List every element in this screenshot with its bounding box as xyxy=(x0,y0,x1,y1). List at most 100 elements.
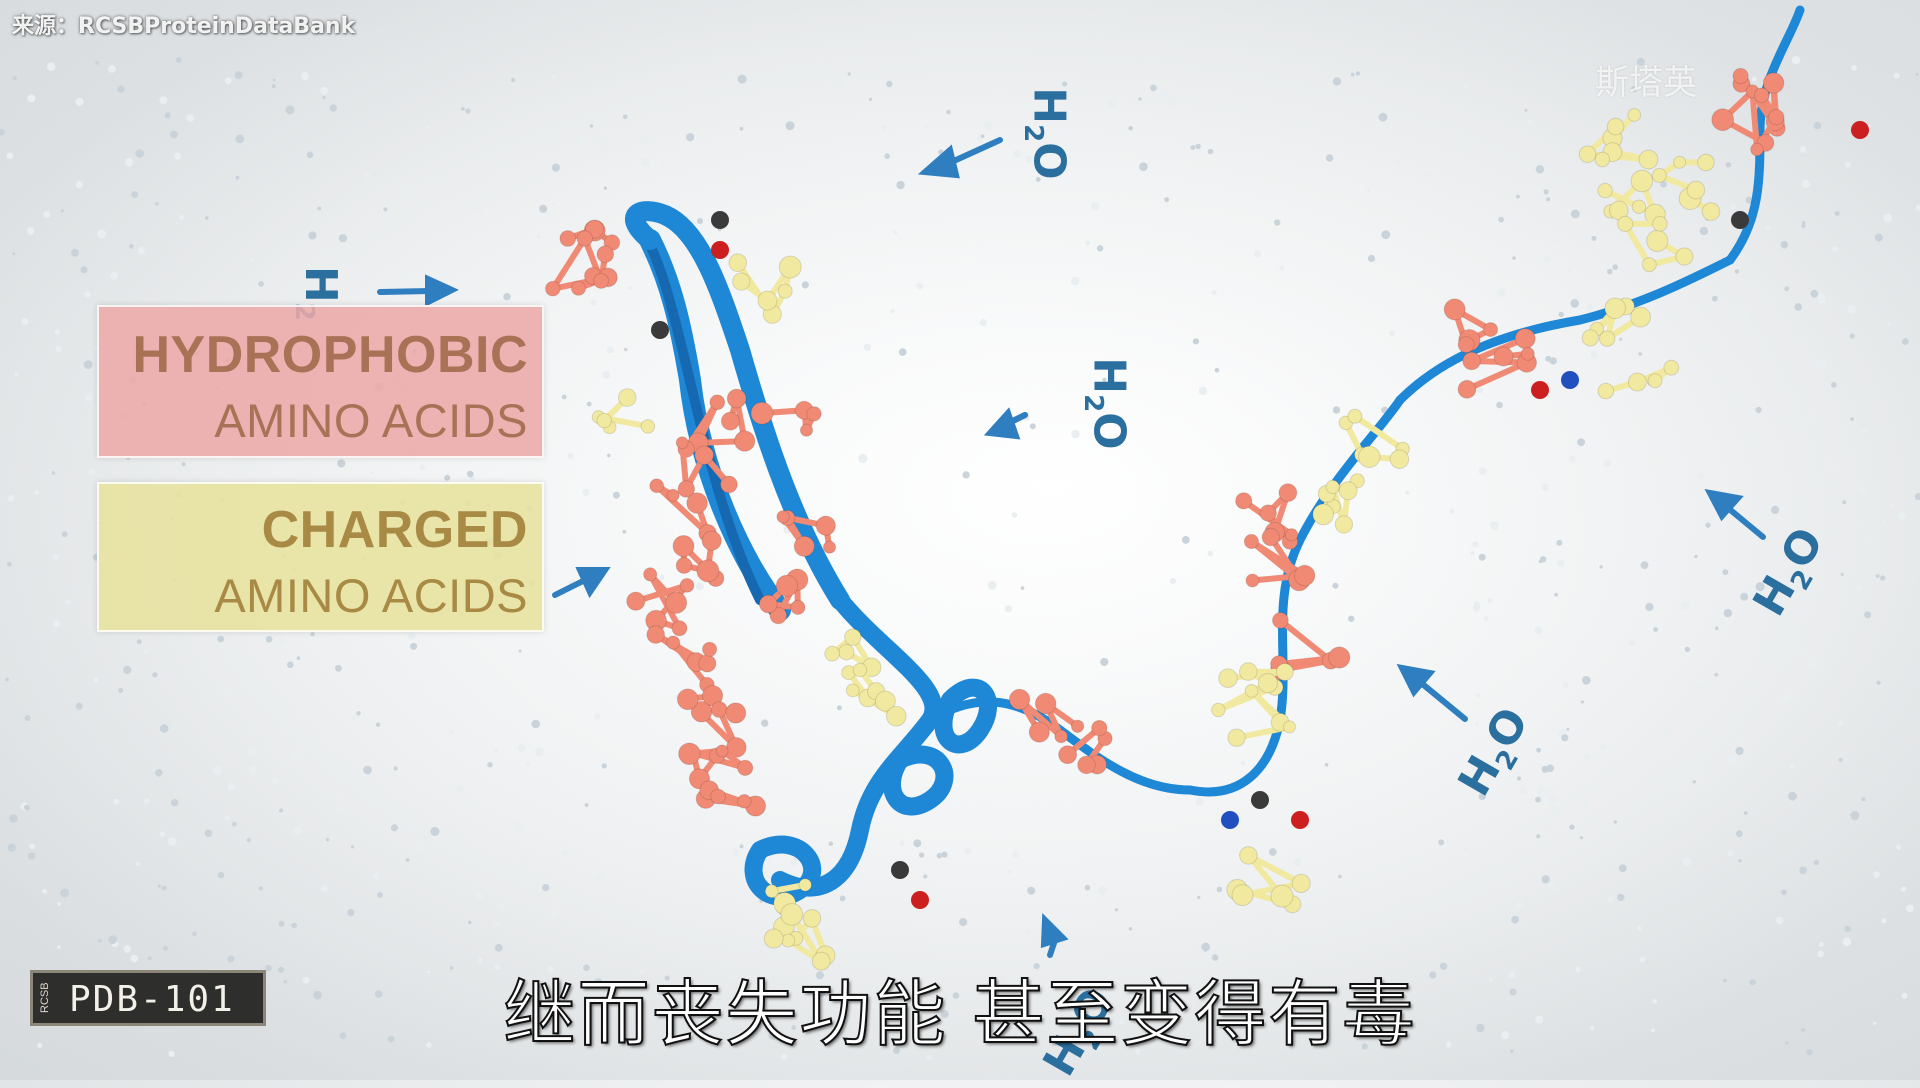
water-molecule-dot xyxy=(326,838,329,841)
hydrophobic-atom xyxy=(1262,528,1279,545)
hydrophobic-atom xyxy=(650,479,664,493)
water-molecule-dot xyxy=(552,75,557,80)
water-molecule-dot xyxy=(1771,506,1779,514)
water-molecule-dot xyxy=(21,318,28,325)
water-molecule-dot xyxy=(160,724,169,733)
hydrophobic-atom xyxy=(776,575,797,596)
water-molecule-dot xyxy=(1617,894,1624,901)
water-molecule-dot xyxy=(552,202,555,205)
charged-atom xyxy=(1642,258,1656,272)
hydrophobic-atom xyxy=(679,743,701,765)
water-molecule-dot xyxy=(468,921,472,925)
hydrophobic-atom xyxy=(699,655,716,672)
hydrophobic-atom xyxy=(1009,689,1029,709)
water-molecule-dot xyxy=(1254,251,1261,258)
water-molecule-dot xyxy=(1607,269,1613,275)
water-molecule-dot xyxy=(988,581,997,590)
water-molecule-dot xyxy=(75,98,83,106)
water-molecule-dot xyxy=(1887,323,1890,326)
charged-atom xyxy=(1245,685,1258,698)
water-molecule-dot xyxy=(1818,293,1825,300)
water-molecule-dot xyxy=(641,158,649,166)
water-molecule-dot xyxy=(110,272,118,280)
water-molecule-dot xyxy=(62,531,68,537)
water-molecule-dot xyxy=(85,395,92,402)
charged-atom xyxy=(1676,248,1693,265)
water-molecule-dot xyxy=(337,806,342,811)
water-molecule-dot xyxy=(1700,227,1708,235)
charged-atom xyxy=(1579,146,1596,163)
water-molecule-dot xyxy=(370,471,373,474)
water-molecule-dot xyxy=(88,469,95,476)
water-molecule-dot xyxy=(1571,210,1580,219)
water-molecule-dot xyxy=(1587,303,1593,309)
water-molecule-dot xyxy=(1653,627,1658,632)
water-molecule-dot xyxy=(1612,264,1618,270)
charged-atom xyxy=(845,629,861,645)
water-molecule-dot xyxy=(1792,56,1801,65)
water-molecule-dot xyxy=(1381,230,1390,239)
water-molecule-dot xyxy=(1832,246,1838,252)
hydrophobic-atom xyxy=(1733,68,1748,83)
water-molecule-dot xyxy=(881,126,886,131)
water-molecule-dot xyxy=(174,153,181,160)
water-molecule-dot xyxy=(377,892,383,898)
charged-atom xyxy=(839,645,854,660)
water-molecule-dot xyxy=(1476,693,1480,697)
charged-atom xyxy=(779,256,801,278)
hydrophobic-atom xyxy=(816,516,835,535)
water-molecule-dot xyxy=(1498,217,1504,223)
charged-atom xyxy=(1582,330,1598,346)
water-molecule-dot xyxy=(225,77,232,84)
water-molecule-dot xyxy=(1100,658,1108,666)
water-molecule-dot xyxy=(1326,154,1333,161)
water-molecule-dot xyxy=(1549,882,1557,890)
water-molecule-dot xyxy=(647,105,651,109)
water-molecule-dot xyxy=(1829,461,1835,467)
water-molecule-dot xyxy=(123,666,131,674)
water-molecule-dot xyxy=(542,884,549,891)
water-molecule-dot xyxy=(899,841,904,846)
water-molecule-dot xyxy=(331,837,335,841)
charged-atom xyxy=(782,934,795,947)
water-molecule-dot xyxy=(1727,850,1733,856)
water-molecule-dot xyxy=(144,649,149,654)
hydrophobic-atom xyxy=(1494,347,1513,366)
water-molecule-dot xyxy=(1619,864,1627,872)
charged-atom xyxy=(781,904,803,926)
water-molecule-dot xyxy=(356,711,360,715)
water-molecule-dot xyxy=(308,231,316,239)
water-molecule-dot xyxy=(279,638,285,644)
water-molecule-dot xyxy=(1487,598,1492,603)
water-molecule-dot xyxy=(1395,160,1401,166)
water-molecule-dot xyxy=(1838,720,1844,726)
water-molecule-dot xyxy=(1882,520,1885,523)
water-molecule-dot xyxy=(1776,917,1783,924)
charged-atom xyxy=(803,910,821,928)
water-molecule-dot xyxy=(1544,189,1549,194)
water-molecule-dot xyxy=(12,252,15,255)
water-molecule-dot xyxy=(1091,202,1099,210)
water-molecule-dot xyxy=(1363,121,1367,125)
water-molecule-dot xyxy=(1675,782,1682,789)
water-molecule-dot xyxy=(1582,676,1591,685)
hydrophobic-atom xyxy=(711,789,726,804)
charged-atom xyxy=(1313,504,1334,525)
water-molecule-dot xyxy=(232,822,237,827)
water-molecule-dot xyxy=(890,309,895,314)
water-molecule-dot xyxy=(1027,931,1031,935)
legend-charged-title: CHARGED xyxy=(99,484,528,560)
water-molecule-dot xyxy=(337,459,345,467)
water-molecule-dot xyxy=(176,57,182,63)
water-molecule-dot xyxy=(13,76,17,80)
water-molecule-dot xyxy=(1862,428,1867,433)
water-molecule-dot xyxy=(527,762,530,765)
water-molecule-dot xyxy=(537,235,541,239)
hydrophobic-atom xyxy=(1458,380,1476,398)
charged-atom xyxy=(1639,150,1658,169)
water-molecule-dot xyxy=(1619,338,1622,341)
water-molecule-dot xyxy=(225,815,230,820)
charged-atom xyxy=(1212,703,1225,716)
hydrophobic-atom xyxy=(791,600,805,614)
water-molecule-dot xyxy=(1164,197,1169,202)
